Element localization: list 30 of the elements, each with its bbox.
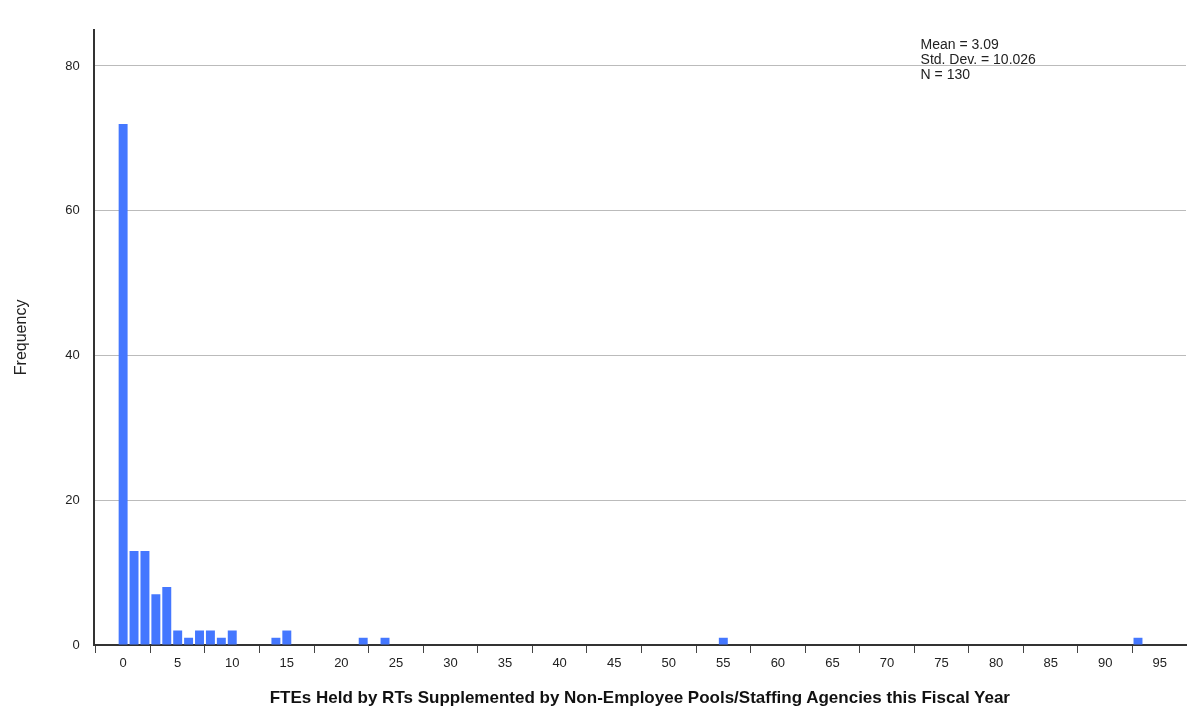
- annotation: Std. Dev. = 10.026: [920, 50, 1037, 67]
- x-tick-label: 55: [716, 655, 731, 671]
- x-tick-label: 0: [119, 655, 127, 671]
- x-tick-label: 85: [1043, 655, 1058, 671]
- x-tick-label: 50: [661, 655, 676, 671]
- x-tick-label: 10: [225, 655, 240, 671]
- x-tick-label: 45: [606, 655, 622, 671]
- y-tick-label: 40: [65, 347, 80, 363]
- x-tick-label: 65: [825, 655, 840, 671]
- annotation: N = 130: [920, 65, 971, 82]
- y-tick-label: 20: [65, 491, 80, 507]
- y-tick-label: 0: [72, 636, 80, 652]
- x-tick-label: 15: [279, 655, 295, 671]
- x-axis-title: FTEs Held by RTs Supplemented by Non-Employee Pools/Staffing Agencies this Fiscal Year: [269, 688, 1011, 708]
- x-tick-label: 60: [770, 655, 786, 671]
- x-tick-label: 5: [174, 655, 182, 671]
- x-tick-label: 90: [1098, 655, 1113, 671]
- y-tick-label: 60: [65, 202, 80, 218]
- x-tick-label: 30: [443, 655, 458, 671]
- y-axis-title: Frequency: [12, 299, 30, 376]
- x-tick-label: 40: [552, 655, 567, 671]
- x-tick-label: 75: [934, 655, 949, 671]
- x-tick-label: 20: [334, 655, 349, 671]
- x-tick-label: 25: [388, 655, 404, 671]
- y-tick-label: 80: [65, 57, 80, 73]
- x-tick-label: 80: [988, 655, 1004, 671]
- x-tick-label: 95: [1152, 655, 1168, 671]
- x-tick-label: 35: [497, 655, 513, 671]
- x-tick-label: 70: [879, 655, 895, 671]
- annotation: Mean = 3.09: [920, 35, 999, 52]
